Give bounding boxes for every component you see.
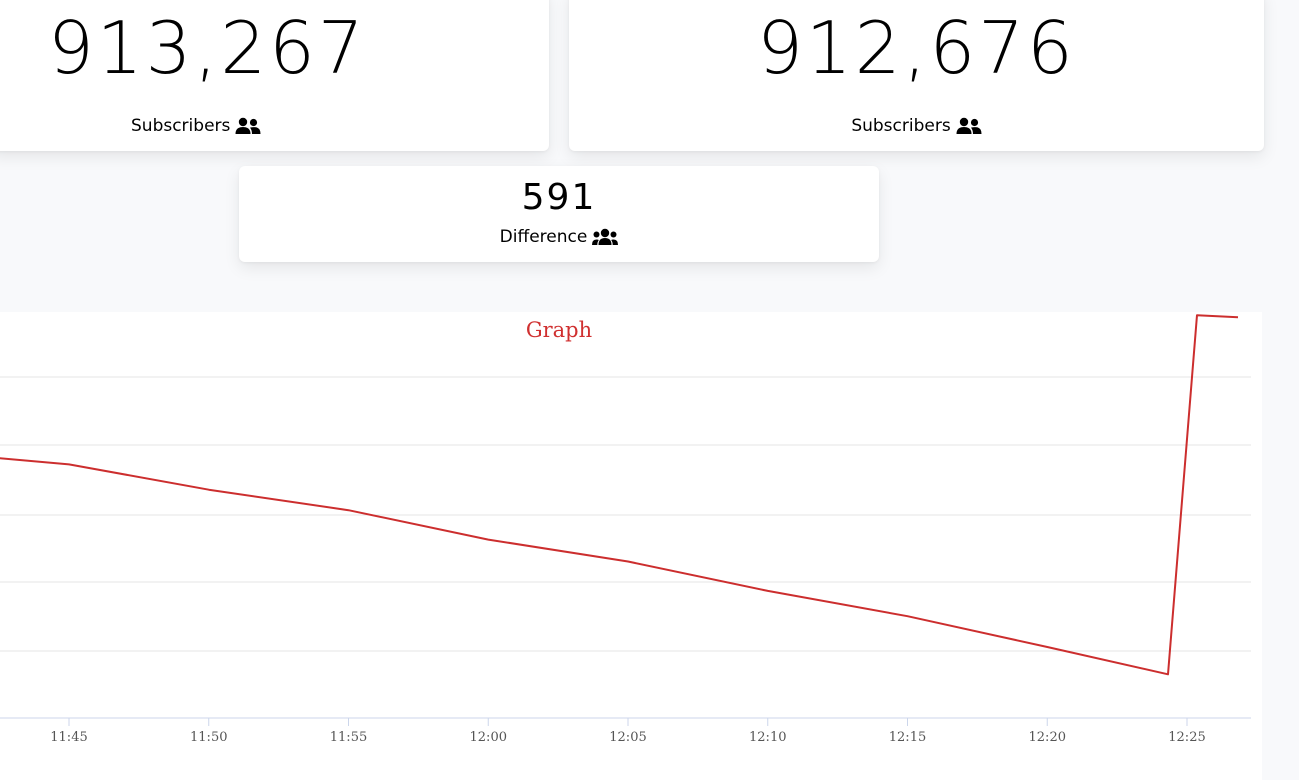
- x-axis-tick-label: 11:55: [330, 730, 367, 745]
- graph-title: Graph: [525, 318, 593, 342]
- subscriber-count: 913,267: [48, 6, 367, 90]
- stat-card-channel-b: 912,676 Subscribers: [569, 0, 1264, 151]
- x-axis-tick-label: 12:00: [470, 730, 507, 745]
- stat-card-channel-a: 913,267 Subscribers: [0, 0, 549, 151]
- users-icon: [592, 228, 619, 246]
- subscribers-label: Subscribers: [851, 115, 951, 136]
- subscriber-difference-chart: 11:45 11:50 11:55 12:00 12:05 12:10 12:15 12:20…: [0, 314, 1251, 745]
- x-axis-tick-label: 12:15: [889, 730, 926, 745]
- difference-series-line: [0, 314, 1239, 676]
- x-axis-tick-label: 11:50: [190, 730, 227, 745]
- user-friends-icon: [235, 117, 261, 135]
- user-friends-icon: [956, 117, 982, 135]
- x-axis-tick-label: 12:20: [1029, 730, 1066, 745]
- difference-label-group: Difference: [239, 228, 879, 246]
- difference-label: Difference: [499, 226, 588, 247]
- x-axis-tick-label: 12:10: [749, 730, 786, 745]
- subscribers-label-group: Subscribers: [131, 117, 261, 135]
- x-axis-tick-label: 12:25: [1168, 730, 1205, 745]
- difference-count: 591: [521, 177, 597, 218]
- subscribers-label-group: Subscribers: [569, 117, 1264, 135]
- graph-panel: [0, 312, 1262, 780]
- x-axis-tick-label: 12:05: [609, 730, 646, 745]
- x-axis-tick-label: 11:45: [50, 730, 87, 745]
- subscriber-count: 912,676: [757, 6, 1076, 90]
- difference-card: 591 Difference: [239, 166, 879, 262]
- subscribers-label: Subscribers: [131, 115, 231, 136]
